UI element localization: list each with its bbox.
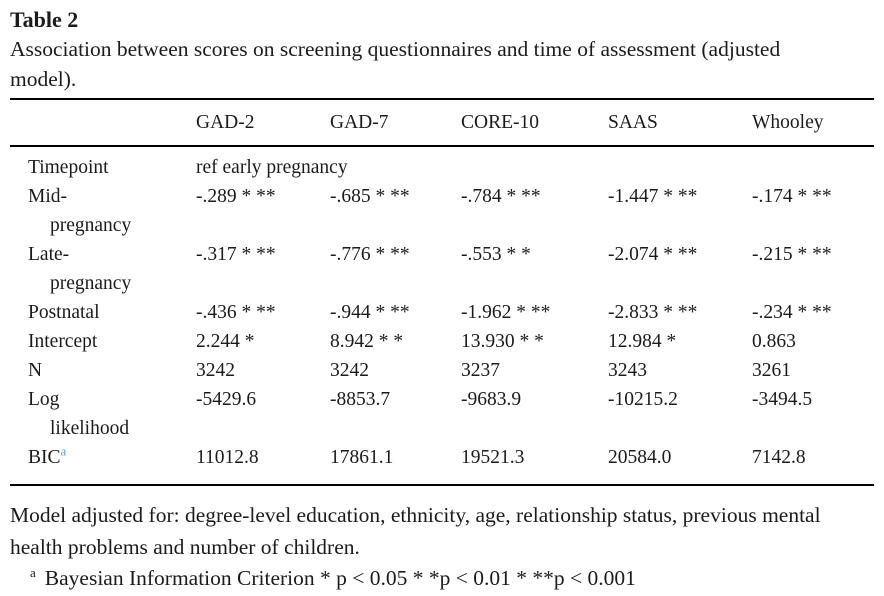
value-cell: -.289 * ** (196, 186, 276, 207)
table-title: Table 2 (10, 7, 79, 32)
row-label: Timepoint (28, 157, 109, 178)
value-cell: 12.984 * (608, 331, 677, 352)
value-cell: -10215.2 (608, 389, 678, 410)
footnote-marker: a (30, 564, 36, 580)
footnote-text: Bayesian Information Criterion * p < 0.0… (44, 566, 636, 590)
value-cell: -.685 * ** (330, 186, 410, 207)
table-row-intercept: Intercept 2.244 * 8.942 * * 13.930 * * 1… (10, 327, 874, 356)
row-label: Log likelihood (28, 389, 130, 439)
row-label-cell: Log likelihood (10, 385, 196, 443)
column-header-gad2: GAD-2 (196, 99, 330, 147)
value-cell: 0.863 (752, 331, 796, 352)
row-label: N (28, 360, 43, 381)
model-adjustment-note: Model adjusted for: degree-level educati… (10, 503, 821, 559)
value-cell: 3243 (608, 360, 647, 381)
value-cell: -9683.9 (461, 389, 522, 410)
column-header-saas: SAAS (608, 99, 752, 147)
value-cell: -8853.7 (330, 389, 391, 410)
value-cell: -2.833 * ** (608, 302, 698, 323)
row-label: Late-pregnancy (28, 244, 132, 294)
value-cell: -.317 * ** (196, 244, 276, 265)
row-label: Postnatal (28, 302, 100, 323)
row-label: BIC (28, 447, 61, 468)
value-cell: -.944 * ** (330, 302, 410, 323)
column-header-empty (10, 99, 196, 147)
value-cell: ref early pregnancy (196, 157, 348, 178)
row-label-cell: Mid-pregnancy (10, 182, 196, 240)
value-cell: 3242 (196, 360, 235, 381)
header-row: GAD-2 GAD-7 CORE-10 SAAS Whooley (10, 99, 874, 147)
value-cell: 8.942 * * (330, 331, 404, 352)
table-row-mid-pregnancy: Mid-pregnancy -.289 * ** -.685 * ** -.78… (10, 182, 874, 240)
value-cell: 17861.1 (330, 447, 394, 468)
value-cell: -.174 * ** (752, 186, 832, 207)
value-cell: -3494.5 (752, 389, 813, 410)
value-cell: -.234 * ** (752, 302, 832, 323)
value-cell: 19521.3 (461, 447, 525, 468)
value-cell: -2.074 * ** (608, 244, 698, 265)
table-caption: Association between scores on screening … (10, 37, 781, 91)
row-label-cell: N (10, 356, 196, 385)
row-label-cell: Late-pregnancy (10, 240, 196, 298)
column-header-gad7: GAD-7 (330, 99, 461, 147)
bic-footnote-marker: a (60, 443, 67, 459)
row-label: Intercept (28, 331, 98, 352)
row-label-cell: Timepoint (10, 146, 196, 182)
value-cell: -.784 * ** (461, 186, 541, 207)
value-cell: -1.447 * ** (608, 186, 698, 207)
table-row-bic: BICa 11012.8 17861.1 19521.3 20584.0 714… (10, 443, 874, 485)
value-cell: 2.244 * (196, 331, 255, 352)
table-row-timepoint: Timepoint ref early pregnancy (10, 146, 874, 182)
value-cell: 3242 (330, 360, 369, 381)
table-row-postnatal: Postnatal -.436 * ** -.944 * ** -1.962 *… (10, 298, 874, 327)
column-header-whooley: Whooley (752, 99, 874, 147)
value-cell: -5429.6 (196, 389, 257, 410)
value-cell: 20584.0 (608, 447, 672, 468)
value-cell: 7142.8 (752, 447, 806, 468)
value-cell: -1.962 * ** (461, 302, 551, 323)
row-label-cell: BICa (10, 443, 196, 485)
value-cell: -.215 * ** (752, 244, 832, 265)
row-label-cell: Postnatal (10, 298, 196, 327)
value-cell: -.776 * ** (330, 244, 410, 265)
value-cell: 13.930 * * (461, 331, 544, 352)
value-cell: 11012.8 (196, 447, 259, 468)
table-row-n: N 3242 3242 3237 3243 3261 (10, 356, 874, 385)
table-row-log-likelihood: Log likelihood -5429.6 -8853.7 -9683.9 -… (10, 385, 874, 443)
value-cell: -.553 * * (461, 244, 531, 265)
stats-table: GAD-2 GAD-7 CORE-10 SAAS Whooley Timepoi… (10, 98, 874, 486)
row-label: Mid-pregnancy (28, 186, 132, 236)
value-cell: 3237 (461, 360, 500, 381)
column-header-core10: CORE-10 (461, 99, 608, 147)
row-label-cell: Intercept (10, 327, 196, 356)
table-row-late-pregnancy: Late-pregnancy -.317 * ** -.776 * ** -.5… (10, 240, 874, 298)
value-cell: 3261 (752, 360, 791, 381)
value-cell: -.436 * ** (196, 302, 276, 323)
footnote: a Bayesian Information Criterion * p < 0.… (10, 563, 874, 593)
